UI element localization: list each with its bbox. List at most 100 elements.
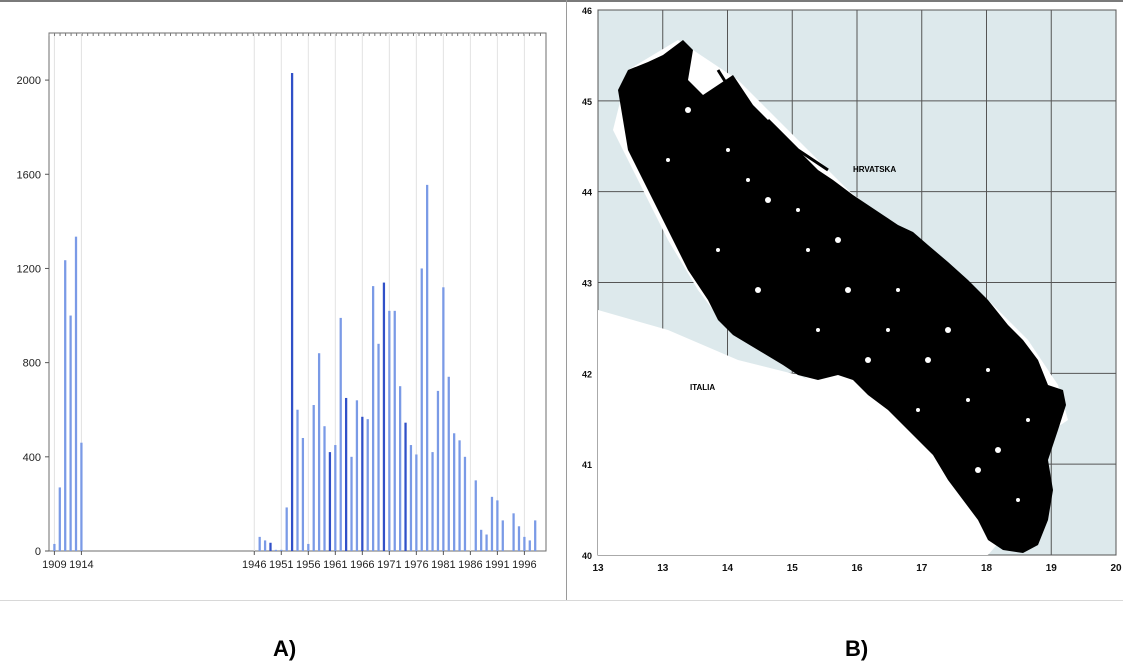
- bar: [523, 536, 526, 551]
- bar: [474, 480, 477, 551]
- map-region-label: ITALIA: [690, 383, 715, 392]
- caption-a: A): [273, 636, 297, 661]
- x-tick-label: 1914: [69, 559, 93, 571]
- station-dots: [618, 40, 1066, 553]
- map-lon-label: 17: [916, 563, 928, 574]
- panel-divider: [566, 0, 567, 600]
- bar: [274, 549, 278, 551]
- bar: [463, 456, 467, 551]
- y-tick-label: 1200: [17, 263, 41, 275]
- bar: [280, 549, 283, 551]
- bar: [269, 542, 272, 551]
- y-tick-label: 2000: [17, 75, 41, 87]
- bar: [312, 405, 315, 551]
- caption-separator: [0, 600, 1123, 601]
- bar: [80, 442, 83, 551]
- map-lon-label: 13: [657, 563, 669, 574]
- bar: [399, 386, 402, 551]
- x-tick-label: 1909: [42, 559, 66, 571]
- island-streaks: [716, 69, 939, 272]
- map-lon-label: 19: [1046, 563, 1058, 574]
- bar: [69, 315, 72, 551]
- bar: [53, 543, 56, 551]
- bar: [344, 397, 348, 551]
- bar: [301, 437, 305, 551]
- data-coverage-blob: [618, 40, 1066, 553]
- bar: [480, 529, 483, 551]
- map-lon-label: 14: [722, 563, 734, 574]
- bar: [490, 496, 494, 551]
- bar: [371, 286, 375, 551]
- bar: [317, 353, 321, 551]
- bar: [355, 400, 359, 551]
- bar: [458, 440, 461, 551]
- bar: [517, 526, 521, 551]
- bar: [307, 543, 310, 551]
- bar: [58, 487, 61, 551]
- bar: [366, 419, 369, 551]
- x-tick-label: 1956: [296, 559, 320, 571]
- bar: [426, 184, 429, 552]
- panel-b-map: 13 13 14 15 16 17 18 19 20 46 45 44 43 42 41 40 HRVATSK…: [568, 0, 1123, 600]
- map-lon-label: 13: [592, 563, 604, 574]
- top-border: [0, 0, 1123, 2]
- panel-a-bar-chart: 0 400 800 1200 1600 2000 1909 1914 1946 1951 1956…: [0, 0, 568, 600]
- map-lon-label: 18: [981, 563, 993, 574]
- bar: [453, 433, 456, 551]
- map-lat-label: 45: [582, 97, 592, 107]
- map-lat-label: 46: [582, 6, 592, 16]
- bar: [409, 445, 413, 551]
- bar: [339, 317, 342, 551]
- bar: [404, 422, 407, 551]
- x-tick-label: 1966: [350, 559, 374, 571]
- x-tick-label: 1981: [431, 559, 455, 571]
- bar: [263, 540, 267, 551]
- bar: [496, 500, 499, 551]
- bar: [64, 260, 67, 551]
- map-lat-label: 42: [582, 369, 592, 379]
- bar: [328, 452, 332, 551]
- bar-chart-svg: 0 400 800 1200 1600 2000 1909 1914 1946 1951 1956…: [17, 32, 547, 571]
- x-tick-label: 1996: [512, 559, 536, 571]
- bar: [420, 268, 423, 551]
- bar: [447, 376, 450, 551]
- bar: [528, 540, 531, 551]
- bar: [388, 310, 391, 551]
- bar: [323, 426, 326, 551]
- bar: [501, 520, 504, 551]
- x-tick-label: 1961: [323, 559, 347, 571]
- bar: [431, 452, 434, 551]
- x-tick-label: 1971: [377, 559, 401, 571]
- y-tick-label: 0: [35, 546, 41, 558]
- bar: [285, 507, 288, 551]
- speckle-holes: [666, 107, 1030, 502]
- map-lat-label: 40: [582, 551, 592, 561]
- bar: [512, 513, 515, 551]
- map-lat-label: 41: [582, 460, 592, 470]
- y-tick-label: 400: [23, 452, 41, 464]
- map-lon-label: 16: [851, 563, 863, 574]
- map-region-label: HRVATSKA: [853, 165, 896, 174]
- bar: [361, 416, 364, 551]
- bar: [534, 520, 537, 551]
- x-tick-label: 1976: [404, 559, 428, 571]
- caption-b: B): [845, 636, 869, 661]
- bar: [334, 445, 337, 551]
- map-lon-label: 15: [787, 563, 799, 574]
- x-tick-label: 1951: [269, 559, 293, 571]
- bar: [436, 390, 440, 551]
- bar: [296, 409, 299, 551]
- bar: [377, 343, 380, 551]
- bar: [350, 456, 353, 551]
- map-lat-label: 44: [582, 188, 592, 198]
- bar: [442, 287, 445, 551]
- bar: [415, 454, 418, 551]
- map-lon-label: 20: [1110, 563, 1122, 574]
- bar: [382, 282, 386, 551]
- x-tick-label: 1986: [458, 559, 482, 571]
- bar: [290, 73, 294, 551]
- bar: [485, 534, 488, 551]
- y-tick-label: 800: [23, 358, 41, 370]
- bar: [74, 236, 78, 551]
- x-tick-label: 1991: [485, 559, 509, 571]
